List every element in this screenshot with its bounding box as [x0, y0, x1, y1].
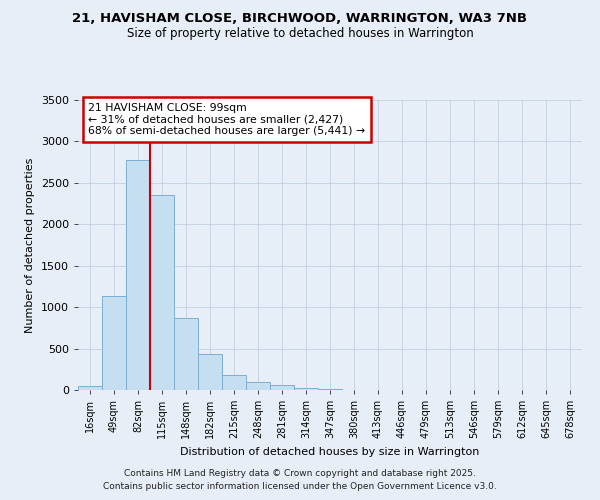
Bar — [246, 382, 270, 390]
Text: Contains public sector information licensed under the Open Government Licence v3: Contains public sector information licen… — [103, 482, 497, 491]
Bar — [294, 388, 318, 390]
Bar — [174, 318, 198, 390]
Bar — [198, 354, 222, 390]
Bar — [318, 389, 342, 390]
Bar — [126, 160, 150, 390]
Bar — [270, 386, 294, 390]
Y-axis label: Number of detached properties: Number of detached properties — [25, 158, 35, 332]
Text: Contains HM Land Registry data © Crown copyright and database right 2025.: Contains HM Land Registry data © Crown c… — [124, 468, 476, 477]
Bar — [78, 386, 102, 390]
Text: Size of property relative to detached houses in Warrington: Size of property relative to detached ho… — [127, 28, 473, 40]
Bar — [150, 196, 174, 390]
Bar — [102, 296, 126, 390]
Text: 21 HAVISHAM CLOSE: 99sqm
← 31% of detached houses are smaller (2,427)
68% of sem: 21 HAVISHAM CLOSE: 99sqm ← 31% of detach… — [88, 103, 365, 136]
X-axis label: Distribution of detached houses by size in Warrington: Distribution of detached houses by size … — [181, 446, 479, 456]
Text: 21, HAVISHAM CLOSE, BIRCHWOOD, WARRINGTON, WA3 7NB: 21, HAVISHAM CLOSE, BIRCHWOOD, WARRINGTO… — [73, 12, 527, 26]
Bar — [222, 374, 246, 390]
